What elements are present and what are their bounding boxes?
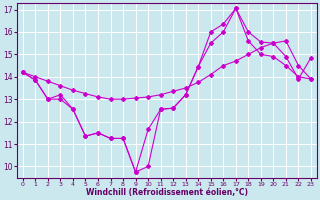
X-axis label: Windchill (Refroidissement éolien,°C): Windchill (Refroidissement éolien,°C) — [86, 188, 248, 197]
